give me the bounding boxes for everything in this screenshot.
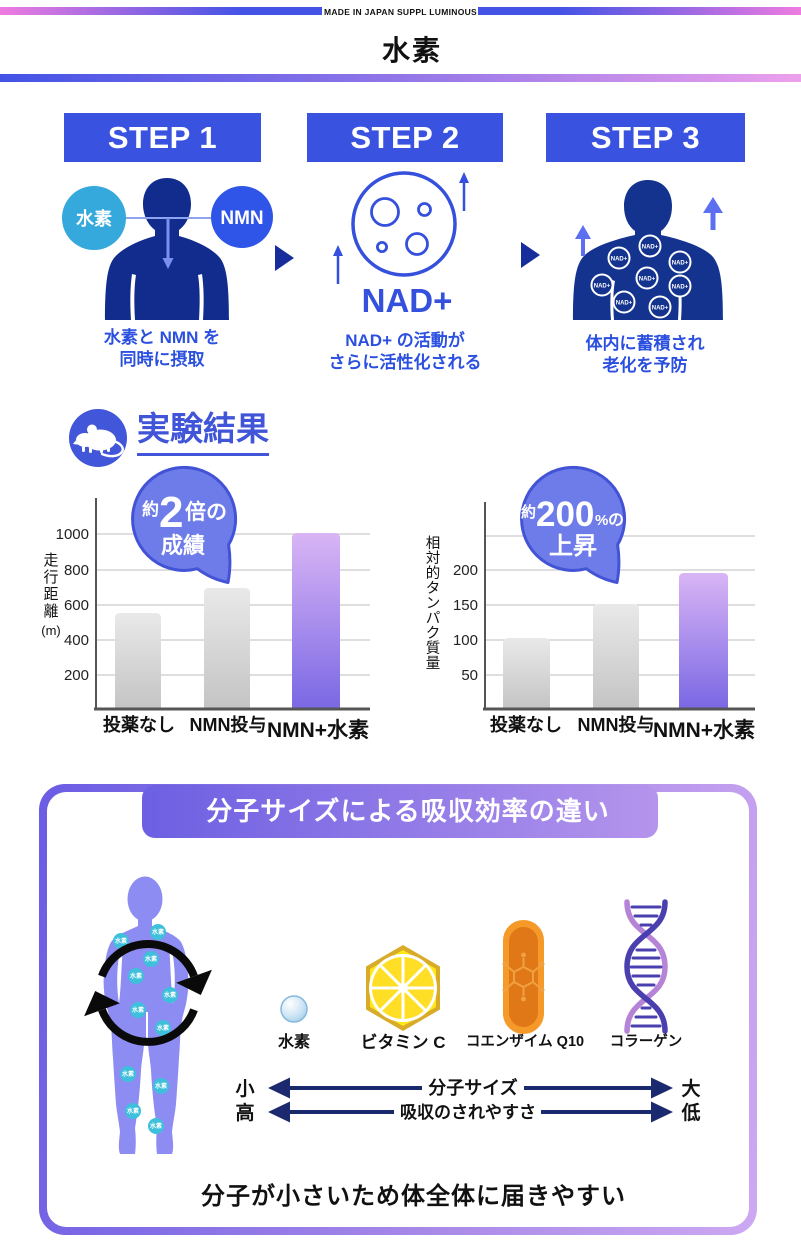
svg-text:タ: タ [426, 580, 441, 597]
svg-text:対: 対 [426, 550, 441, 567]
svg-text:NMN+水素: NMN+水素 [653, 718, 755, 742]
svg-text:ビタミン C: ビタミン C [361, 1033, 446, 1052]
svg-text:距: 距 [43, 586, 58, 603]
svg-text:小: 小 [235, 1078, 254, 1100]
svg-text:コラーゲン: コラーゲン [610, 1032, 683, 1050]
svg-text:投薬なし: 投薬なし [490, 714, 562, 735]
svg-text:2: 2 [159, 488, 183, 537]
svg-text:200: 200 [64, 667, 89, 684]
svg-text:水素: 水素 [150, 1122, 162, 1130]
svg-text:(m): (m) [41, 623, 61, 638]
svg-text:水素: 水素 [132, 1006, 144, 1014]
svg-text:水素: 水素 [278, 1032, 310, 1051]
svg-text:離: 離 [43, 602, 58, 620]
svg-text:400: 400 [64, 632, 89, 649]
svg-text:ン: ン [426, 596, 441, 612]
svg-text:NAD+: NAD+ [642, 244, 659, 250]
svg-text:的: 的 [426, 565, 441, 582]
svg-text:走: 走 [43, 552, 58, 569]
svg-text:水素: 水素 [152, 928, 164, 936]
svg-text:水素: 水素 [155, 1082, 167, 1090]
svg-text:水素: 水素 [130, 972, 142, 980]
svg-text:約: 約 [521, 503, 536, 521]
svg-text:水素: 水素 [76, 208, 112, 229]
svg-text:NAD+: NAD+ [652, 305, 669, 311]
svg-text:高: 高 [235, 1101, 254, 1124]
svg-text:相: 相 [426, 535, 441, 552]
svg-text:水素: 水素 [127, 1107, 139, 1115]
svg-text:分子サイズ: 分子サイズ [428, 1077, 517, 1098]
svg-text:150: 150 [453, 597, 478, 614]
svg-text:投薬なし: 投薬なし [103, 714, 175, 735]
svg-text:NAD+: NAD+ [639, 276, 656, 282]
svg-text:NAD+: NAD+ [362, 282, 453, 315]
svg-text:上昇: 上昇 [549, 533, 597, 560]
svg-text:量: 量 [426, 656, 441, 672]
svg-text:100: 100 [453, 632, 478, 649]
svg-text:コエンザイム Q10: コエンザイム Q10 [466, 1033, 584, 1050]
svg-text:NAD+: NAD+ [672, 260, 689, 266]
svg-text:ク: ク [426, 625, 441, 642]
svg-text:大: 大 [681, 1077, 700, 1100]
svg-text:NMN投与: NMN投与 [190, 714, 267, 735]
svg-text:NMN投与: NMN投与 [578, 714, 655, 735]
svg-text:600: 600 [64, 597, 89, 614]
svg-text:水素: 水素 [157, 1024, 169, 1032]
svg-text:NAD+: NAD+ [594, 283, 611, 289]
svg-text:成績: 成績 [161, 533, 205, 558]
svg-text:の: の [608, 512, 624, 529]
svg-text:NAD+: NAD+ [672, 284, 689, 290]
svg-text:行: 行 [43, 569, 58, 586]
svg-text:800: 800 [64, 562, 89, 579]
svg-text:%: % [595, 512, 608, 529]
svg-text:低: 低 [680, 1101, 700, 1124]
svg-text:NAD+: NAD+ [611, 256, 628, 262]
svg-text:200: 200 [453, 562, 478, 579]
svg-text:水素: 水素 [115, 937, 127, 945]
svg-text:水素: 水素 [164, 991, 176, 999]
svg-text:パ: パ [426, 610, 441, 627]
svg-text:50: 50 [461, 667, 478, 684]
svg-text:NMN+水素: NMN+水素 [267, 718, 369, 742]
svg-text:200: 200 [536, 495, 594, 534]
svg-text:約: 約 [142, 499, 159, 519]
svg-text:倍の: 倍の [185, 500, 227, 524]
svg-text:質: 質 [426, 639, 441, 657]
svg-text:吸収のされやすさ: 吸収のされやすさ [400, 1103, 536, 1122]
svg-text:NAD+: NAD+ [616, 300, 633, 306]
svg-text:水素: 水素 [145, 955, 157, 963]
svg-text:NMN: NMN [220, 208, 263, 229]
svg-text:水素: 水素 [122, 1070, 134, 1078]
svg-text:1000: 1000 [56, 526, 89, 543]
